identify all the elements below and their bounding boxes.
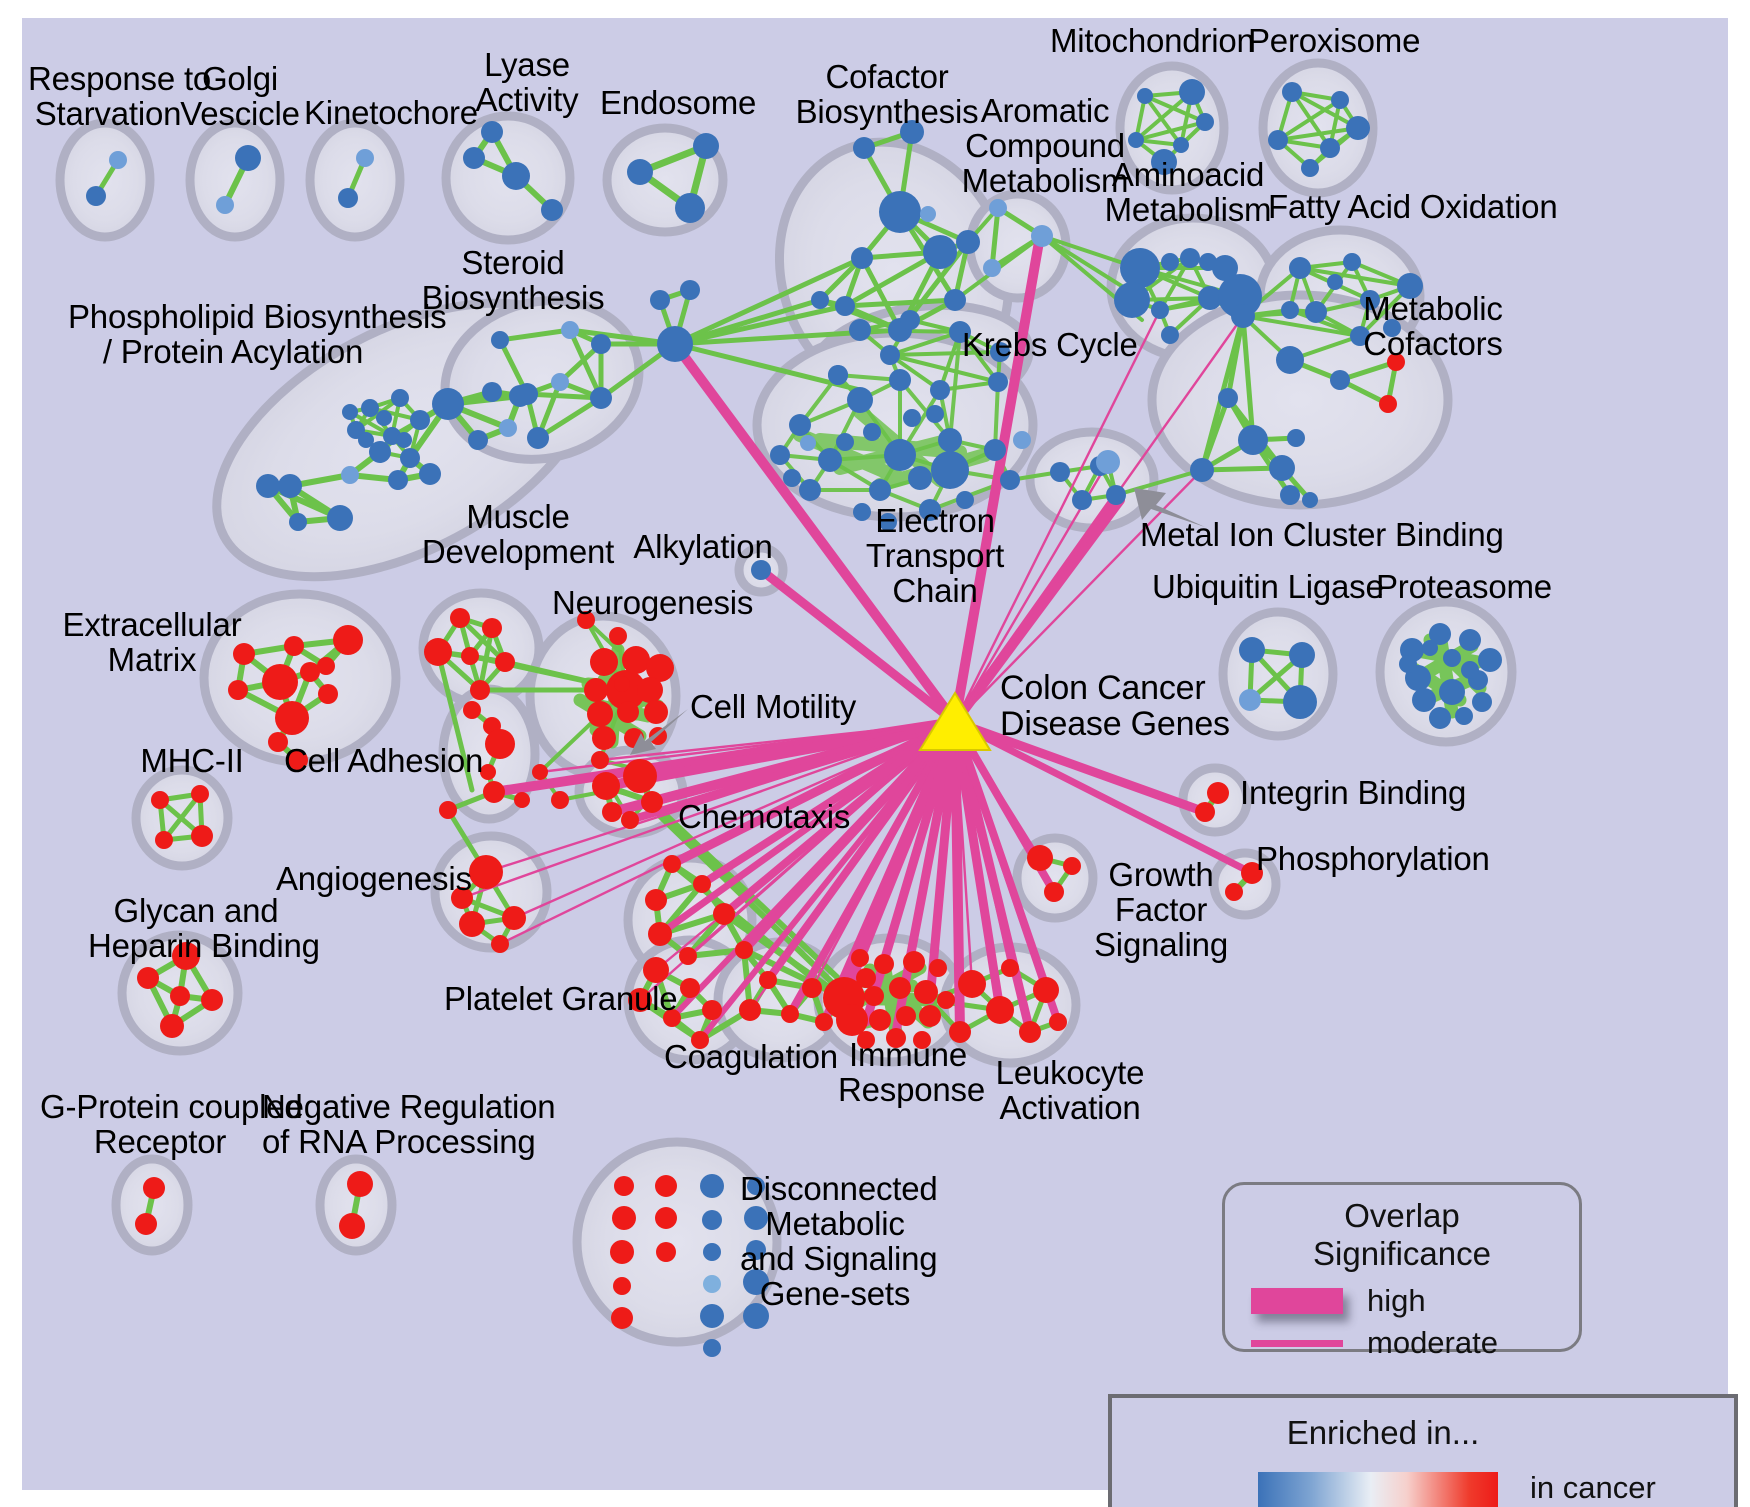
cluster-label-response-to-starvation: Response to Starvation bbox=[28, 60, 211, 132]
legend-overlap-item-high: high bbox=[1251, 1283, 1426, 1319]
legend-overlap-item-moderate: moderate bbox=[1251, 1325, 1498, 1361]
legend-side-line1: in cancer bbox=[1530, 1470, 1656, 1505]
legend-label-moderate: moderate bbox=[1367, 1325, 1498, 1360]
legend-swatch-moderate bbox=[1251, 1339, 1343, 1347]
cluster-label-mhc-ii: MHC-II bbox=[140, 742, 244, 779]
cluster-label-electron-transport-chain: Electron Transport Chain bbox=[865, 502, 1005, 609]
legend-enriched-title: Enriched in... bbox=[1286, 1414, 1480, 1451]
cluster-label-aromatic-compound-metabolism: Aromatic Compound Metabolism bbox=[961, 92, 1129, 199]
cluster-label-kinetochore: Kinetochore bbox=[304, 94, 478, 131]
cluster-label-golgi-vesicle: Golgi Vescicle bbox=[180, 60, 300, 132]
legend-swatch-high bbox=[1251, 1288, 1343, 1314]
cluster-label-platelet-granule: Platelet Granule bbox=[444, 980, 678, 1017]
legend-enriched-in: Enriched in... Down Up in cancer samples… bbox=[1108, 1394, 1738, 1507]
cluster-label-krebs-cycle: Krebs Cycle bbox=[962, 326, 1138, 363]
cluster-label-steroid-biosynthesis: Steroid Biosynthesis bbox=[421, 244, 605, 316]
cluster-label-angiogenesis: Angiogenesis bbox=[276, 860, 472, 897]
annotation-arrows bbox=[630, 488, 1205, 755]
halo-metabolic-cofactors bbox=[1147, 290, 1453, 510]
cluster-label-disconnected-gene-sets: Disconnected Metabolic and Signaling Gen… bbox=[740, 1170, 938, 1312]
legend-overlap-title-line2: Significance bbox=[1313, 1235, 1491, 1272]
cluster-label-mitochondrion: Mitochondrion bbox=[1050, 22, 1255, 59]
legend-overlap-title-line1: Overlap bbox=[1344, 1197, 1460, 1234]
cluster-label-metal-ion-cluster-binding: Metal Ion Cluster Binding bbox=[1140, 516, 1504, 553]
cluster-label-proteasome: Proteasome bbox=[1376, 568, 1552, 605]
cluster-label-cell-adhesion: Cell Adhesion bbox=[284, 742, 484, 779]
cluster-label-g-protein-coupled-receptor: G-Protein coupled Receptor bbox=[40, 1088, 303, 1160]
cluster-label-negative-regulation-rna-processing: Negative Regulation of RNA Processing bbox=[262, 1088, 556, 1160]
cluster-label-endosome: Endosome bbox=[600, 84, 757, 121]
hub-label: Colon Cancer Disease Genes bbox=[1000, 669, 1230, 744]
disconnected-nodes bbox=[610, 1174, 769, 1357]
legend-overlap-significance: Overlap Significance high moderate bbox=[1222, 1182, 1582, 1360]
cluster-label-aminoacid-metabolism: Aminoacid Metabolism bbox=[1104, 156, 1272, 228]
cluster-label-cofactor-biosynthesis: Cofactor Biosynthesis bbox=[795, 58, 979, 130]
legend-color-gradient bbox=[1258, 1472, 1498, 1507]
cluster-label-leukocyte-activation: Leukocyte Activation bbox=[995, 1054, 1145, 1126]
cluster-label-glycan-heparin-binding: Glycan and Heparin Binding bbox=[88, 892, 320, 964]
cluster-label-muscle-development: Muscle Development bbox=[421, 498, 615, 570]
cluster-label-peroxisome: Peroxisome bbox=[1248, 22, 1421, 59]
cluster-label-chemotaxis: Chemotaxis bbox=[678, 798, 851, 835]
gene-set-nodes[interactable] bbox=[86, 79, 1502, 1357]
cluster-label-integrin-binding: Integrin Binding bbox=[1240, 774, 1467, 811]
arrow-metal-ion-cluster-binding bbox=[1134, 488, 1205, 527]
cluster-label-coagulation: Coagulation bbox=[664, 1038, 838, 1075]
cluster-label-cell-motility: Cell Motility bbox=[690, 688, 857, 725]
hub-triangle[interactable] bbox=[918, 691, 992, 751]
cluster-label-ubiquitin-ligase: Ubiquitin Ligase bbox=[1152, 568, 1384, 605]
cluster-label-extracellular-matrix: Extracellular Matrix bbox=[62, 606, 242, 678]
cluster-label-immune-response: Immune Response bbox=[838, 1036, 985, 1108]
cluster-label-metabolic-cofactors: Metabolic Cofactors bbox=[1363, 290, 1503, 362]
cluster-label-neurogenesis: Neurogenesis bbox=[552, 584, 754, 621]
cluster-label-alkylation: Alkylation bbox=[633, 528, 773, 565]
legend-label-high: high bbox=[1367, 1283, 1426, 1318]
cluster-label-fatty-acid-oxidation: Fatty Acid Oxidation bbox=[1268, 188, 1558, 225]
arrow-cell-motility bbox=[630, 709, 688, 755]
cluster-label-phosphorylation: Phosphorylation bbox=[1256, 840, 1490, 877]
cluster-label-phospholipid-biosynthesis: Phospholipid Biosynthesis / Protein Acyl… bbox=[68, 298, 447, 370]
cluster-label-growth-factor-signaling: Growth Factor Signaling bbox=[1094, 856, 1228, 963]
cluster-label-lyase-activity: Lyase Activity bbox=[475, 46, 579, 118]
